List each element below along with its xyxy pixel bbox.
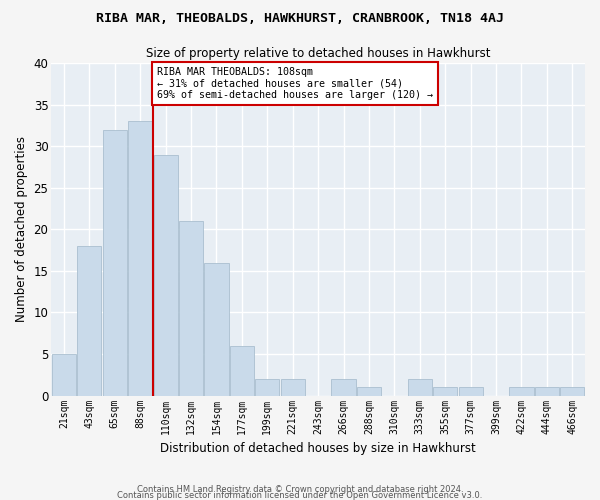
Bar (128, 122, 152, 396)
Text: Contains HM Land Registry data © Crown copyright and database right 2024.: Contains HM Land Registry data © Crown c… (137, 484, 463, 494)
Text: Contains public sector information licensed under the Open Government Licence v3: Contains public sector information licen… (118, 490, 482, 500)
Bar (154, 154, 178, 396)
Bar (560, 388, 584, 396)
Bar (281, 379, 305, 396)
X-axis label: Distribution of detached houses by size in Hawkhurst: Distribution of detached houses by size … (160, 442, 476, 455)
Bar (535, 388, 559, 396)
Y-axis label: Number of detached properties: Number of detached properties (15, 136, 28, 322)
Bar (408, 379, 432, 396)
Text: RIBA MAR THEOBALDS: 108sqm
← 31% of detached houses are smaller (54)
69% of semi: RIBA MAR THEOBALDS: 108sqm ← 31% of deta… (157, 67, 433, 100)
Bar (433, 388, 457, 396)
Title: Size of property relative to detached houses in Hawkhurst: Size of property relative to detached ho… (146, 48, 490, 60)
Text: RIBA MAR, THEOBALDS, HAWKHURST, CRANBROOK, TN18 4AJ: RIBA MAR, THEOBALDS, HAWKHURST, CRANBROO… (96, 12, 504, 26)
Bar (255, 379, 280, 396)
Bar (205, 262, 229, 396)
Bar (458, 388, 482, 396)
Bar (509, 388, 533, 396)
Bar (52, 354, 76, 396)
Bar (77, 246, 101, 396)
Bar (357, 388, 381, 396)
Bar (179, 221, 203, 396)
Bar (230, 346, 254, 396)
Bar (103, 130, 127, 396)
Bar (331, 379, 356, 396)
